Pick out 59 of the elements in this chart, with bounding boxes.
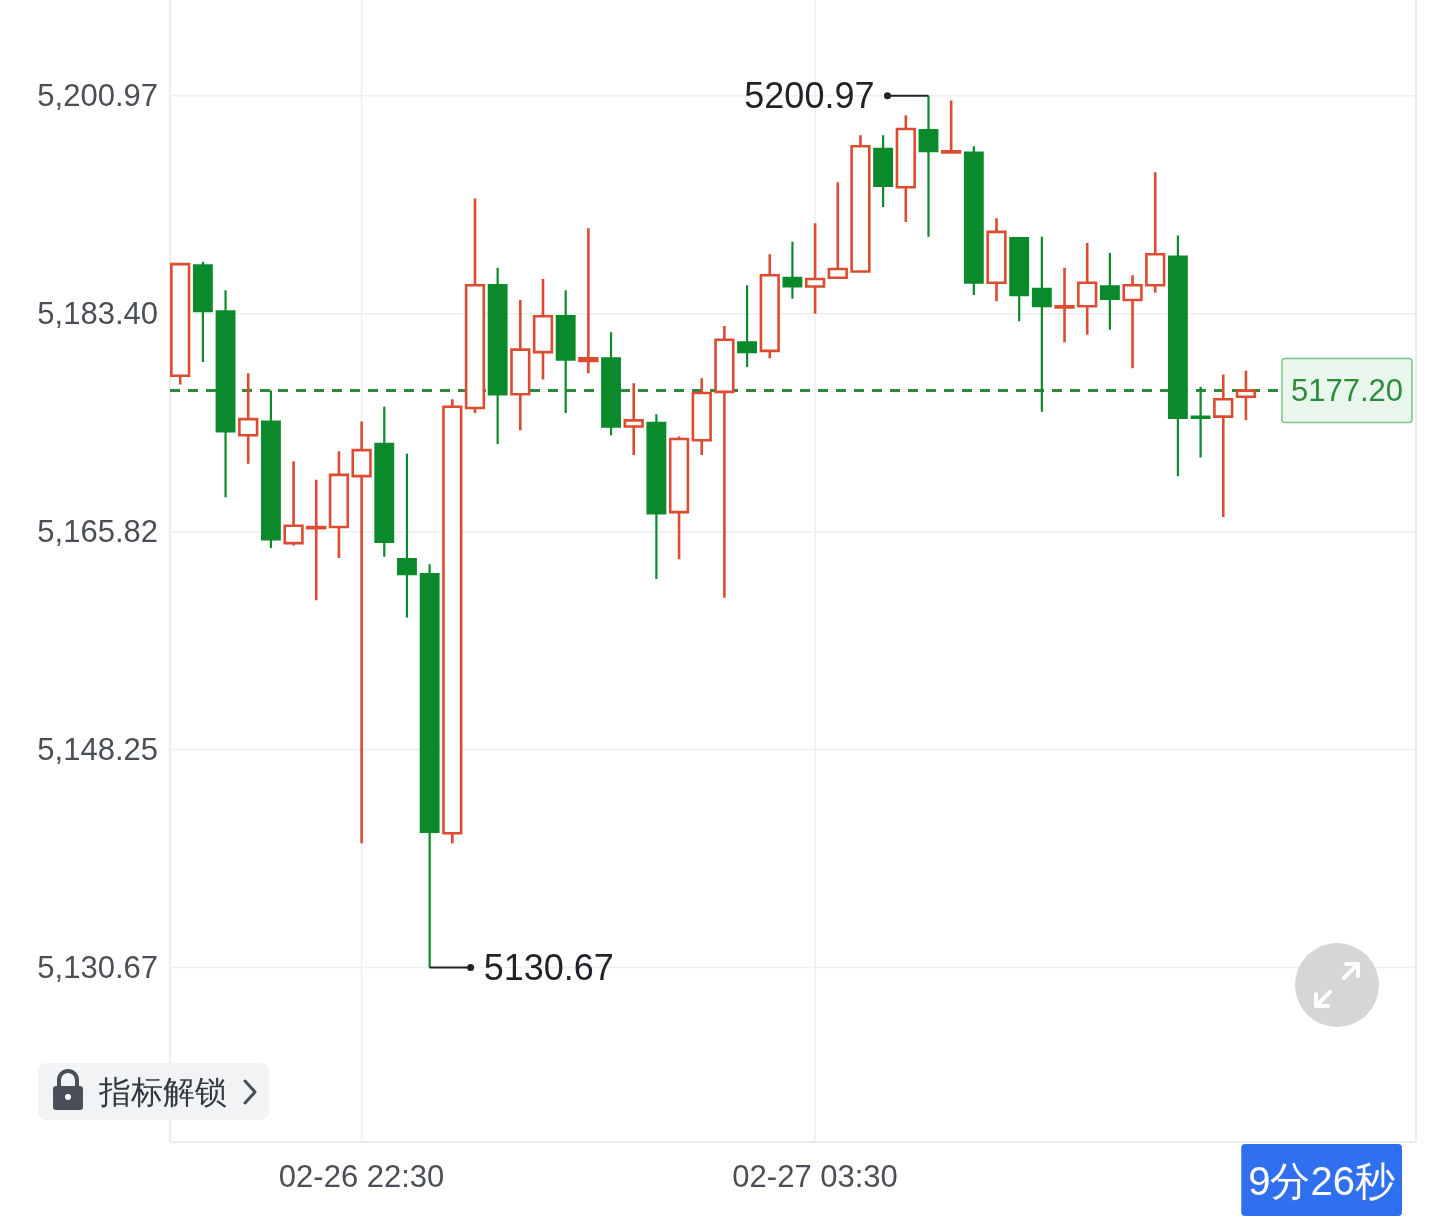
candlestick (623, 381, 644, 457)
candlestick (260, 389, 281, 550)
candlestick (1190, 385, 1211, 459)
candlestick (714, 324, 735, 599)
candlestick (215, 289, 236, 499)
candlestick (1122, 273, 1143, 370)
candlestick (782, 240, 803, 300)
candlestick (759, 252, 780, 360)
candlestick (170, 262, 191, 386)
candlestick (1009, 236, 1030, 323)
candlestick (1213, 373, 1234, 519)
annotation: 5130.67 (483, 947, 614, 989)
candlestick (283, 459, 304, 547)
x-tick-label: 02-27 03:30 (732, 1158, 898, 1194)
text: 9分26秒 (1248, 1159, 1395, 1203)
candlestick (1145, 171, 1166, 294)
candlestick (804, 221, 826, 316)
candlestick (1167, 234, 1188, 478)
candlestick (192, 260, 213, 364)
candlestick (1031, 235, 1052, 413)
annotation: 5200.97 (744, 75, 875, 117)
candlestick (668, 435, 690, 561)
candlestick (397, 452, 417, 619)
candlestick (442, 397, 463, 845)
candlestick (941, 99, 962, 154)
y-tick-label: 5,183.40 (37, 296, 158, 332)
candlestick (737, 284, 758, 369)
candlestick (532, 277, 554, 381)
y-tick-label: 5,165.82 (37, 514, 158, 550)
candlestick (1077, 241, 1098, 337)
candlestick (691, 376, 712, 457)
candlestick (827, 180, 848, 280)
candlestick (601, 331, 621, 437)
candlestick (510, 298, 531, 432)
ref-line-label: 5177.20 (1290, 373, 1403, 409)
candlestick (555, 289, 576, 415)
candlestick (646, 413, 667, 581)
y-tick-label: 5,130.67 (37, 950, 158, 986)
y-tick-label: 5,148.25 (37, 732, 158, 768)
candlestick (578, 226, 599, 375)
candlestick (895, 114, 916, 224)
candlestick (464, 197, 486, 415)
y-tick-label: 5,200.97 (37, 78, 158, 114)
candlestick (419, 563, 440, 969)
candlestick (1099, 251, 1120, 331)
candlestick (306, 478, 327, 602)
candlestick (1054, 266, 1075, 344)
candlestick (1235, 369, 1257, 422)
candlestick (963, 145, 984, 297)
annotation: 指标解锁 (98, 1074, 227, 1110)
candlestick (986, 216, 1007, 303)
candlestick (850, 133, 871, 273)
candlestick (374, 405, 395, 558)
candlestick (238, 371, 259, 466)
candlestick (487, 266, 508, 445)
candlestick (328, 450, 350, 560)
x-tick-label: 02-26 22:30 (278, 1158, 445, 1194)
candlestick (873, 134, 894, 209)
candlestick (918, 94, 939, 238)
